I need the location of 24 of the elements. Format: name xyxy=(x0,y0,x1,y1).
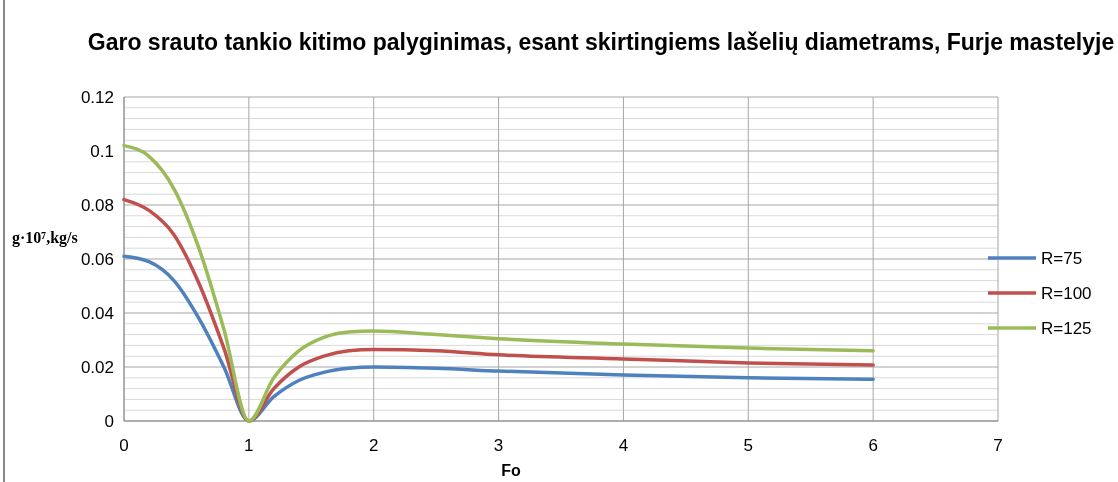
x-tick-label: 6 xyxy=(868,436,878,455)
x-tick-label: 7 xyxy=(993,436,1003,455)
legend-label: R=75 xyxy=(1041,248,1083,268)
y-tick-label: 0.04 xyxy=(80,303,114,323)
y-tick-label: 0.12 xyxy=(80,87,114,107)
x-tick-label: 4 xyxy=(618,436,629,455)
y-axis-title: g·10⁷,kg/s xyxy=(12,228,78,247)
chart-title: Garo srauto tankio kitimo palyginimas, esant skirtingiems lašelių diametrams, Furje mastelyje xyxy=(87,29,1115,55)
legend-label: R=125 xyxy=(1041,318,1092,338)
x-tick-label: 1 xyxy=(244,436,254,455)
x-tick-label: 3 xyxy=(493,436,504,455)
y-tick-label: 0.06 xyxy=(80,249,114,269)
line-series xyxy=(122,197,875,423)
x-tick-label: 0 xyxy=(119,436,129,455)
x-tick-label: 5 xyxy=(743,436,754,455)
x-axis-title: Fo xyxy=(501,462,521,479)
line-series xyxy=(122,254,875,423)
y-tick-label: 0.08 xyxy=(80,195,114,215)
y-tick-label: 0 xyxy=(104,411,114,431)
x-tick-label: 2 xyxy=(368,436,379,455)
y-tick-label: 0.1 xyxy=(90,141,114,161)
line-series xyxy=(122,143,875,423)
y-tick-label: 0.02 xyxy=(80,357,114,377)
legend-label: R=100 xyxy=(1041,283,1092,303)
